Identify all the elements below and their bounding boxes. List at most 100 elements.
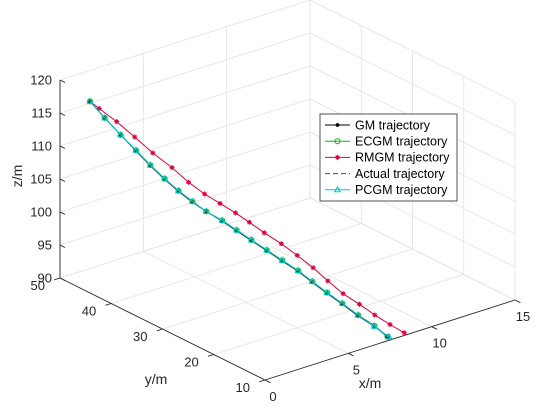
- z-tick-mark: [59, 112, 66, 116]
- data-point: [323, 288, 331, 296]
- data-point: [101, 113, 109, 121]
- data-point: [335, 123, 340, 127]
- legend-label: Actual trajectory: [355, 167, 445, 181]
- data-point: [334, 138, 341, 145]
- grid-line-back-z: [59, 0, 311, 81]
- legend-label: GM trajectory: [355, 118, 431, 132]
- legend-item: RMGM trajectory: [325, 151, 450, 165]
- grid-line-back-z: [59, 32, 311, 114]
- x-tick-mark: [264, 379, 271, 384]
- axes-frame: [54, 79, 521, 384]
- grid-line-back-z: [59, 65, 311, 147]
- x-tick-label: 0: [269, 389, 276, 404]
- data-point: [308, 277, 316, 284]
- z-tick-label: 90: [38, 271, 52, 286]
- data-point: [294, 252, 300, 258]
- grid-line-floor-y: [213, 274, 464, 355]
- data-point: [370, 322, 379, 329]
- z-tick-label: 120: [30, 73, 52, 88]
- data-point: [186, 179, 192, 185]
- data-point: [387, 321, 393, 327]
- data-point: [169, 165, 175, 171]
- grid-line-side-z: [309, 197, 516, 301]
- legend-box: [319, 113, 458, 202]
- grid-line-floor-y: [111, 223, 362, 304]
- y-tick-mark: [259, 379, 266, 383]
- z-tick-mark: [59, 244, 66, 248]
- y-tick-label: 40: [82, 304, 96, 319]
- data-point: [161, 174, 169, 182]
- z-tick-mark: [59, 145, 66, 149]
- z-tick-mark: [59, 178, 66, 182]
- data-point: [294, 266, 302, 274]
- data-point: [278, 241, 284, 247]
- data-point: [338, 299, 346, 306]
- legend: GM trajectory ECGM trajectory RMGM traject…: [319, 113, 458, 202]
- legend-label: PCGM trajectory: [355, 183, 448, 197]
- data-point: [333, 185, 342, 193]
- legend-item: PCGM trajectory: [325, 183, 448, 197]
- grid-line-back-z: [59, 164, 311, 246]
- y-axis-title: y/m: [145, 371, 168, 387]
- data-point: [232, 226, 241, 233]
- z-tick-mark: [59, 277, 66, 281]
- series-pcgm-trajectory: [86, 97, 393, 340]
- data-point: [202, 191, 208, 197]
- legend-label: RMGM trajectory: [355, 151, 450, 165]
- z-tick-label: 105: [30, 172, 52, 187]
- grid-line-floor-y: [162, 248, 413, 330]
- legend-item: GM trajectory: [325, 118, 431, 132]
- data-point: [335, 154, 340, 160]
- data-point: [263, 246, 271, 253]
- data-point: [202, 207, 210, 214]
- data-point: [146, 161, 154, 168]
- grid-line-back-z: [59, 131, 311, 213]
- data-point: [132, 146, 140, 153]
- y-tick-mark: [207, 354, 214, 357]
- series-rmgm-trajectory: [87, 98, 407, 336]
- data-point: [233, 210, 239, 216]
- data-point: [357, 301, 363, 307]
- series-line: [89, 101, 390, 338]
- data-point: [278, 256, 286, 263]
- data-point: [217, 200, 223, 206]
- x-tick-label: 10: [432, 336, 446, 351]
- data-point: [114, 119, 120, 125]
- data-point: [310, 265, 316, 271]
- data-point: [401, 330, 407, 336]
- data-point: [96, 105, 102, 111]
- data-point: [150, 150, 156, 156]
- data-point: [132, 134, 138, 140]
- trajectory-series: [86, 97, 407, 340]
- data-point: [188, 197, 197, 204]
- data-point: [385, 332, 393, 340]
- y-tick-mark: [105, 303, 112, 306]
- z-axis-title: z/m: [9, 165, 25, 188]
- legend-label: ECGM trajectory: [355, 135, 448, 149]
- data-point: [261, 230, 267, 236]
- z-tick-label: 95: [38, 238, 52, 253]
- data-point: [372, 312, 378, 318]
- grid-line-back-z: [59, 98, 311, 180]
- grid-line-side-z: [309, 32, 516, 136]
- x-tick-label: 15: [516, 309, 530, 324]
- z-tick-label: 100: [30, 205, 52, 220]
- data-point: [246, 219, 252, 225]
- x-tick-mark: [348, 352, 354, 357]
- z-tick-mark: [59, 79, 66, 83]
- x-axis-title: x/m: [359, 375, 382, 391]
- grid-line-back-z: [59, 197, 311, 279]
- y-tick-label: 10: [236, 380, 250, 395]
- legend-item: ECGM trajectory: [325, 135, 448, 149]
- data-point: [325, 278, 331, 284]
- x-tick-mark: [431, 326, 438, 330]
- x-axis-line: [264, 299, 516, 381]
- data-point: [174, 186, 183, 194]
- y-tick-mark: [156, 328, 163, 332]
- data-point: [86, 97, 94, 104]
- y-tick-label: 20: [184, 355, 198, 370]
- y-tick-mark: [54, 277, 61, 281]
- y-tick-label: 30: [133, 329, 147, 344]
